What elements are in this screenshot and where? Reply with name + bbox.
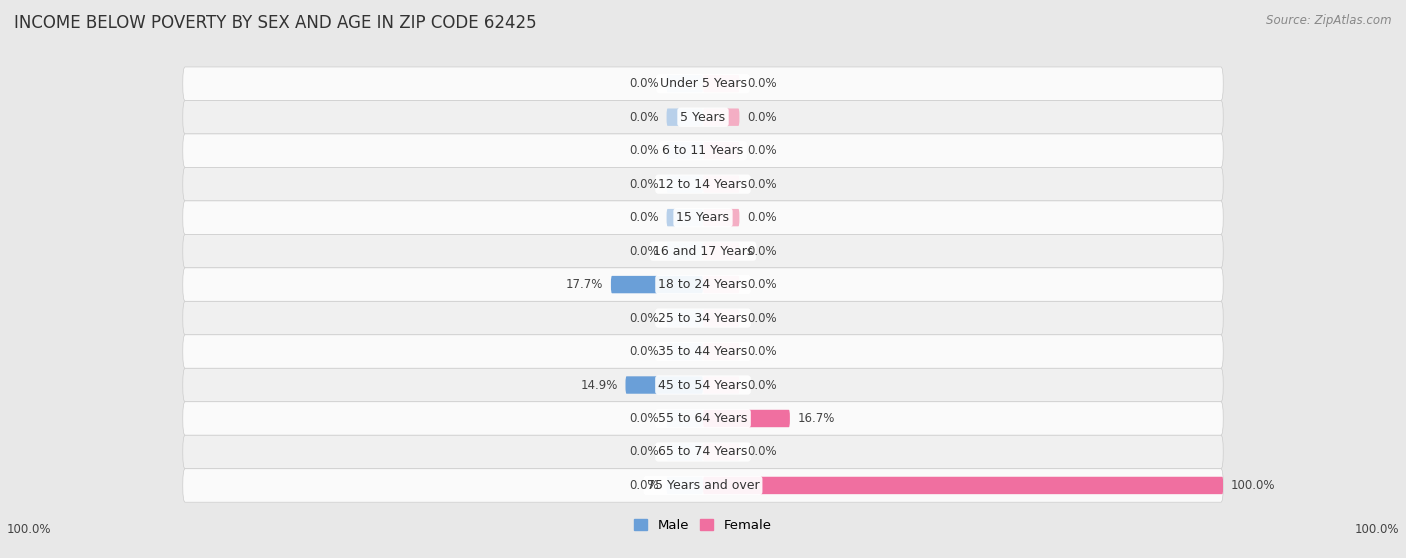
FancyBboxPatch shape [666, 108, 703, 126]
FancyBboxPatch shape [666, 242, 703, 260]
FancyBboxPatch shape [703, 242, 740, 260]
Text: 0.0%: 0.0% [628, 211, 659, 224]
Text: 100.0%: 100.0% [1232, 479, 1275, 492]
Text: INCOME BELOW POVERTY BY SEX AND AGE IN ZIP CODE 62425: INCOME BELOW POVERTY BY SEX AND AGE IN Z… [14, 14, 537, 32]
Text: 0.0%: 0.0% [747, 278, 778, 291]
FancyBboxPatch shape [183, 335, 1223, 368]
Text: 0.0%: 0.0% [747, 177, 778, 191]
Text: 0.0%: 0.0% [628, 110, 659, 124]
FancyBboxPatch shape [183, 435, 1223, 469]
Text: 45 to 54 Years: 45 to 54 Years [658, 378, 748, 392]
Text: 16 and 17 Years: 16 and 17 Years [652, 244, 754, 258]
Text: 100.0%: 100.0% [1354, 523, 1399, 536]
Text: 0.0%: 0.0% [747, 311, 778, 325]
FancyBboxPatch shape [183, 301, 1223, 335]
Text: 5 Years: 5 Years [681, 110, 725, 124]
FancyBboxPatch shape [612, 276, 703, 294]
Text: 0.0%: 0.0% [747, 110, 778, 124]
FancyBboxPatch shape [183, 268, 1223, 301]
Text: 0.0%: 0.0% [628, 345, 659, 358]
Text: 0.0%: 0.0% [747, 211, 778, 224]
FancyBboxPatch shape [183, 100, 1223, 134]
FancyBboxPatch shape [183, 368, 1223, 402]
Text: Source: ZipAtlas.com: Source: ZipAtlas.com [1267, 14, 1392, 27]
Text: 0.0%: 0.0% [628, 412, 659, 425]
Text: 35 to 44 Years: 35 to 44 Years [658, 345, 748, 358]
FancyBboxPatch shape [183, 167, 1223, 201]
FancyBboxPatch shape [703, 376, 740, 394]
FancyBboxPatch shape [183, 402, 1223, 435]
Text: 6 to 11 Years: 6 to 11 Years [662, 144, 744, 157]
Text: 0.0%: 0.0% [628, 311, 659, 325]
Text: 55 to 64 Years: 55 to 64 Years [658, 412, 748, 425]
Text: 0.0%: 0.0% [747, 77, 778, 90]
Text: 25 to 34 Years: 25 to 34 Years [658, 311, 748, 325]
FancyBboxPatch shape [703, 108, 740, 126]
FancyBboxPatch shape [703, 209, 740, 227]
FancyBboxPatch shape [183, 469, 1223, 502]
Text: 0.0%: 0.0% [747, 445, 778, 459]
FancyBboxPatch shape [666, 477, 703, 494]
Text: 12 to 14 Years: 12 to 14 Years [658, 177, 748, 191]
FancyBboxPatch shape [183, 134, 1223, 167]
FancyBboxPatch shape [703, 175, 740, 193]
FancyBboxPatch shape [666, 175, 703, 193]
FancyBboxPatch shape [703, 477, 1223, 494]
FancyBboxPatch shape [183, 201, 1223, 234]
Text: 0.0%: 0.0% [747, 378, 778, 392]
FancyBboxPatch shape [666, 75, 703, 93]
FancyBboxPatch shape [703, 75, 740, 93]
FancyBboxPatch shape [703, 343, 740, 360]
FancyBboxPatch shape [703, 443, 740, 461]
Text: 0.0%: 0.0% [628, 177, 659, 191]
FancyBboxPatch shape [703, 276, 740, 294]
Text: 17.7%: 17.7% [565, 278, 603, 291]
FancyBboxPatch shape [183, 67, 1223, 100]
FancyBboxPatch shape [666, 142, 703, 160]
FancyBboxPatch shape [703, 309, 740, 327]
Text: 75 Years and over: 75 Years and over [647, 479, 759, 492]
Text: 14.9%: 14.9% [581, 378, 617, 392]
FancyBboxPatch shape [666, 443, 703, 461]
Text: 0.0%: 0.0% [628, 77, 659, 90]
FancyBboxPatch shape [666, 343, 703, 360]
FancyBboxPatch shape [666, 209, 703, 227]
Text: 65 to 74 Years: 65 to 74 Years [658, 445, 748, 459]
FancyBboxPatch shape [183, 234, 1223, 268]
Text: 0.0%: 0.0% [628, 445, 659, 459]
FancyBboxPatch shape [666, 410, 703, 427]
Legend: Male, Female: Male, Female [628, 513, 778, 537]
FancyBboxPatch shape [626, 376, 703, 394]
FancyBboxPatch shape [703, 142, 740, 160]
Text: Under 5 Years: Under 5 Years [659, 77, 747, 90]
Text: 0.0%: 0.0% [628, 479, 659, 492]
Text: 0.0%: 0.0% [747, 144, 778, 157]
Text: 0.0%: 0.0% [747, 345, 778, 358]
Text: 16.7%: 16.7% [797, 412, 835, 425]
Text: 0.0%: 0.0% [628, 144, 659, 157]
FancyBboxPatch shape [703, 410, 790, 427]
Text: 100.0%: 100.0% [7, 523, 52, 536]
Text: 0.0%: 0.0% [628, 244, 659, 258]
FancyBboxPatch shape [666, 309, 703, 327]
Text: 0.0%: 0.0% [747, 244, 778, 258]
Text: 18 to 24 Years: 18 to 24 Years [658, 278, 748, 291]
Text: 15 Years: 15 Years [676, 211, 730, 224]
